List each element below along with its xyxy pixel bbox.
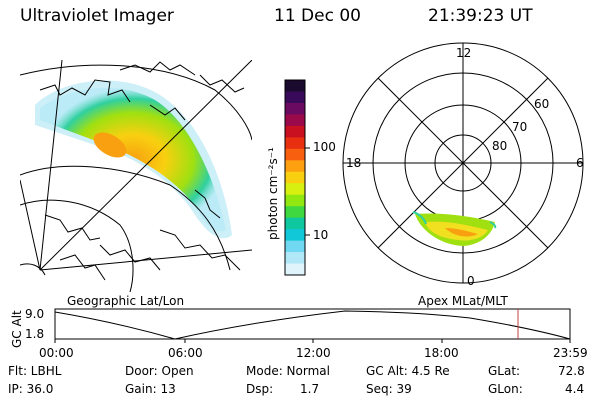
glon-value: 4.4 — [565, 382, 585, 396]
mlt-label-0: 0 — [467, 274, 475, 288]
altitude-tick-1-8: 1.8 — [25, 327, 45, 341]
colorbar-segment — [285, 171, 305, 184]
colorbar-segment — [285, 148, 305, 161]
map-graticule — [20, 60, 252, 292]
colorbar-segment — [285, 80, 305, 92]
colorbar-segment — [285, 125, 305, 138]
instrument-title: Ultraviolet Imager — [20, 6, 174, 26]
colorbar-segment — [285, 160, 305, 173]
coastlines — [39, 61, 245, 281]
time-tick-0000: 00:00 — [39, 346, 74, 360]
ip-info: IP: 36.0 — [8, 382, 54, 396]
colorbar-unit-label: photon cm⁻²s⁻¹ — [266, 147, 280, 240]
colorbar-segment — [285, 240, 305, 253]
colorbar-tick-100: 100 — [313, 140, 336, 154]
gc-alt-info: GC Alt: 4.5 Re — [366, 364, 450, 378]
glon-label: GLon: — [488, 382, 523, 396]
altitude-axis-label: GC Alt — [10, 310, 24, 348]
mlt-label-18: 18 — [346, 156, 362, 170]
colorbar-segment — [285, 252, 305, 265]
apex-panel-label: Apex MLat/MLT — [418, 294, 508, 308]
mode-info: Mode: Normal — [246, 364, 330, 378]
colorbar-segment — [285, 91, 305, 104]
mlt-label-6: 6 — [576, 156, 584, 170]
colorbar-segment — [285, 194, 305, 207]
time-tick-2359: 23:59 — [553, 346, 588, 360]
altitude-tick-9: 9.0 — [25, 307, 45, 321]
colorbar-segment — [285, 114, 305, 127]
dsp-label: Dsp: — [246, 382, 274, 396]
colorbar-segment — [285, 137, 305, 150]
time-label: 21:39:23 UT — [428, 6, 533, 26]
mlat-label-70: 70 — [512, 120, 528, 134]
colorbar-segment — [285, 183, 305, 196]
glat-label: GLat: — [488, 364, 521, 378]
colorbar-border — [284, 79, 306, 276]
aurora-oval-polar — [412, 211, 497, 246]
door-info: Door: Open — [125, 364, 194, 378]
mlat-label-60: 60 — [534, 97, 550, 111]
time-tick-1800: 18:00 — [424, 346, 459, 360]
flight-info: Flt: LBHL — [8, 364, 62, 378]
time-tick-0600: 06:00 — [168, 346, 203, 360]
color-scale-bar — [284, 79, 306, 276]
colorbar-segment — [285, 229, 305, 242]
mlat-label-80: 80 — [492, 139, 508, 153]
dsp-value: 1.7 — [300, 382, 320, 396]
colorbar-segment — [285, 206, 305, 219]
colorbar-segment — [285, 263, 305, 276]
mlt-label-12: 12 — [456, 46, 472, 60]
apex-polar-plot — [342, 42, 584, 284]
colorbar-segment — [285, 102, 305, 115]
colorbar-tick-10: 10 — [313, 228, 329, 242]
geographic-panel-label: Geographic Lat/Lon — [67, 294, 185, 308]
seq-info: Seq: 39 — [366, 382, 412, 396]
altitude-timeline — [54, 308, 571, 343]
date-label: 11 Dec 00 — [274, 6, 361, 26]
aurora-oval-map — [35, 80, 232, 239]
gain-info: Gain: 13 — [125, 382, 176, 396]
time-tick-1200: 12:00 — [296, 346, 331, 360]
colorbar-segment — [285, 217, 305, 230]
glat-value: 72.8 — [558, 364, 585, 378]
